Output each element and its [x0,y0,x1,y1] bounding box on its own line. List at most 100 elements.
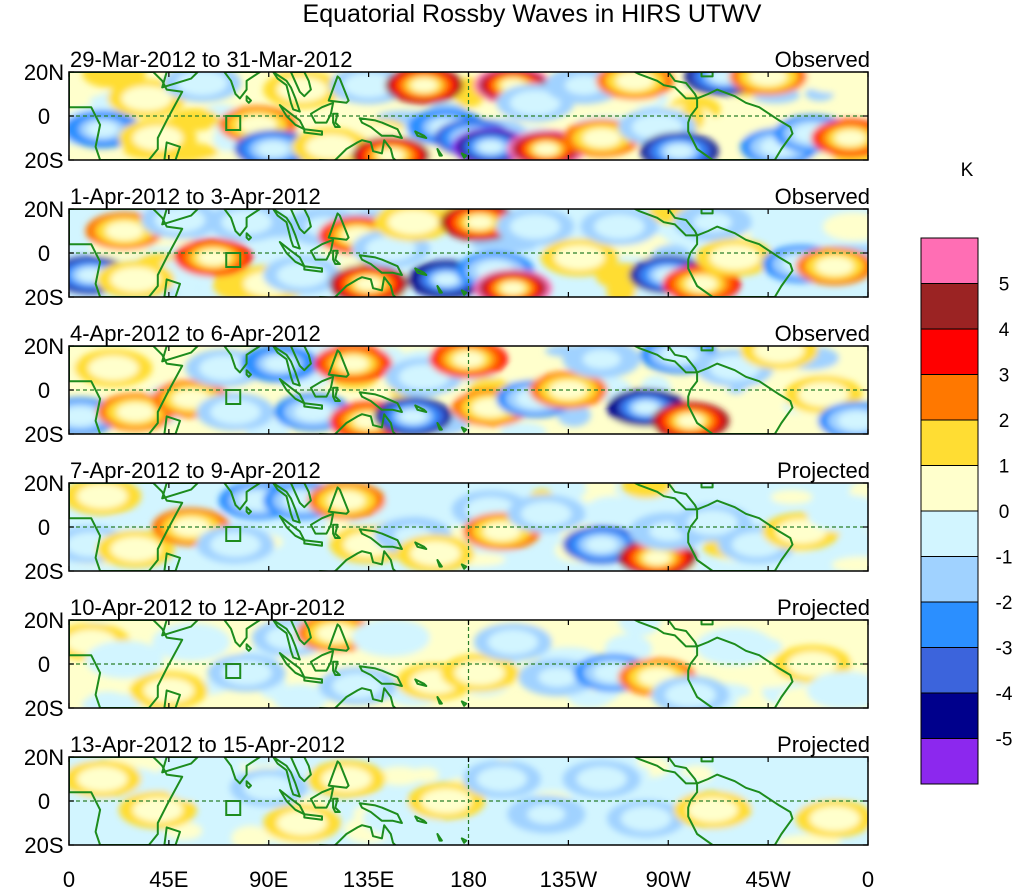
anomaly-contour [665,682,716,708]
colorbar-swatch [920,328,979,375]
anomaly-contour [687,797,738,823]
anomaly-contour [77,483,128,509]
coastline [161,757,199,774]
panel-date-range: 1-Apr-2012 to 3-Apr-2012 [70,184,321,209]
anomaly-contour [454,660,505,686]
anomaly-blob [621,483,672,499]
lat-label: 20N [24,471,64,496]
coastline [327,349,350,378]
colorbar-label: -5 [996,730,1013,751]
coastline [332,660,341,676]
coastline [414,541,428,550]
anomaly-field [69,757,868,845]
anomaly-contour [105,221,144,241]
coastline [245,369,252,378]
panel-ticks [68,71,869,161]
lat-label: 0 [38,241,50,266]
coastline [223,346,261,374]
coastline [309,375,335,398]
colorbar-swatch [920,419,979,466]
coastline [245,506,252,515]
map-panel: 20N 0 20S 4-Apr-2012 to 6-Apr-2012 Observed [24,321,870,447]
anomaly-contour [365,625,416,651]
anomaly-contour [99,647,150,673]
coastline [318,413,397,434]
anomaly-contour [687,510,738,536]
anomaly-contour [576,766,627,792]
anomaly-blob [444,823,503,844]
coastline [69,72,184,160]
anomaly-contour [487,629,539,655]
lat-label: 20N [24,60,64,85]
colorbar-label: 0 [999,502,1010,523]
coastline [163,826,181,845]
coastline [700,72,714,78]
coastline [272,346,301,387]
coastline [245,780,252,789]
anomaly-contour [501,282,525,295]
lon-label: 135W [540,867,598,890]
anomaly-contour [355,276,382,291]
anomaly-contour [398,364,450,390]
coastline [223,757,261,785]
colorbar-label: 1 [999,457,1010,478]
anomaly-contour [88,355,139,381]
coastline [634,620,699,648]
map-panel: 20N 0 20S 1-Apr-2012 to 3-Apr-2012 Observed [24,184,870,310]
anomaly-blob [770,489,813,505]
anomaly-contour [521,501,572,527]
anomaly-blob [739,483,765,504]
panel-status: Projected [777,595,870,620]
coastline [309,649,335,672]
lat-label: 20S [24,559,63,584]
coastline [327,212,350,241]
coastline [245,95,252,104]
anomaly-contour [332,673,383,699]
panel-date-range: 29-Mar-2012 to 31-Mar-2012 [70,47,352,72]
anomaly-contour [709,355,760,381]
anomaly-contour [177,770,228,796]
coastline [163,415,181,434]
lat-label: 20S [24,285,63,310]
coastline [436,285,443,294]
coastline [358,528,403,550]
coastline [327,75,350,104]
coastline [634,757,699,785]
anomaly-contour [132,797,183,823]
anomaly-contour [534,142,558,156]
coastline [163,552,181,571]
anomaly-contour [837,411,868,431]
coastline [223,72,261,100]
colorbar-swatch [920,601,979,648]
anomaly-contour [620,806,672,832]
anomaly-contour [110,266,161,292]
anomaly-contour [387,209,439,235]
panel-status: Projected [777,732,870,757]
anomaly-contour [365,236,416,262]
coastline [414,130,428,139]
lat-label: 0 [38,104,50,129]
anomaly-contour [834,130,866,146]
coastline [414,678,428,687]
coastline [332,523,341,539]
coastline [272,620,301,661]
anomaly-contour [749,72,788,86]
map-panel: 20N 0 20S 13-Apr-2012 to 15-Apr-2012 Project… [24,732,870,858]
anomaly-contour [421,788,472,814]
anomaly-contour [177,72,228,96]
coastline [69,757,184,845]
coastline [358,254,403,276]
coastline [687,88,794,160]
anomaly-contour [554,244,605,270]
colorbar-label: 4 [999,320,1010,341]
coastline [358,665,403,687]
anomaly-contour [452,351,485,368]
land-outlines [69,209,794,297]
anomaly-contour [165,629,217,655]
coastline [69,483,184,571]
coastline [687,362,794,434]
lon-label: 0 [862,867,874,890]
coastline [634,346,699,374]
coastline [303,676,323,684]
colorbar-swatch [920,692,979,739]
